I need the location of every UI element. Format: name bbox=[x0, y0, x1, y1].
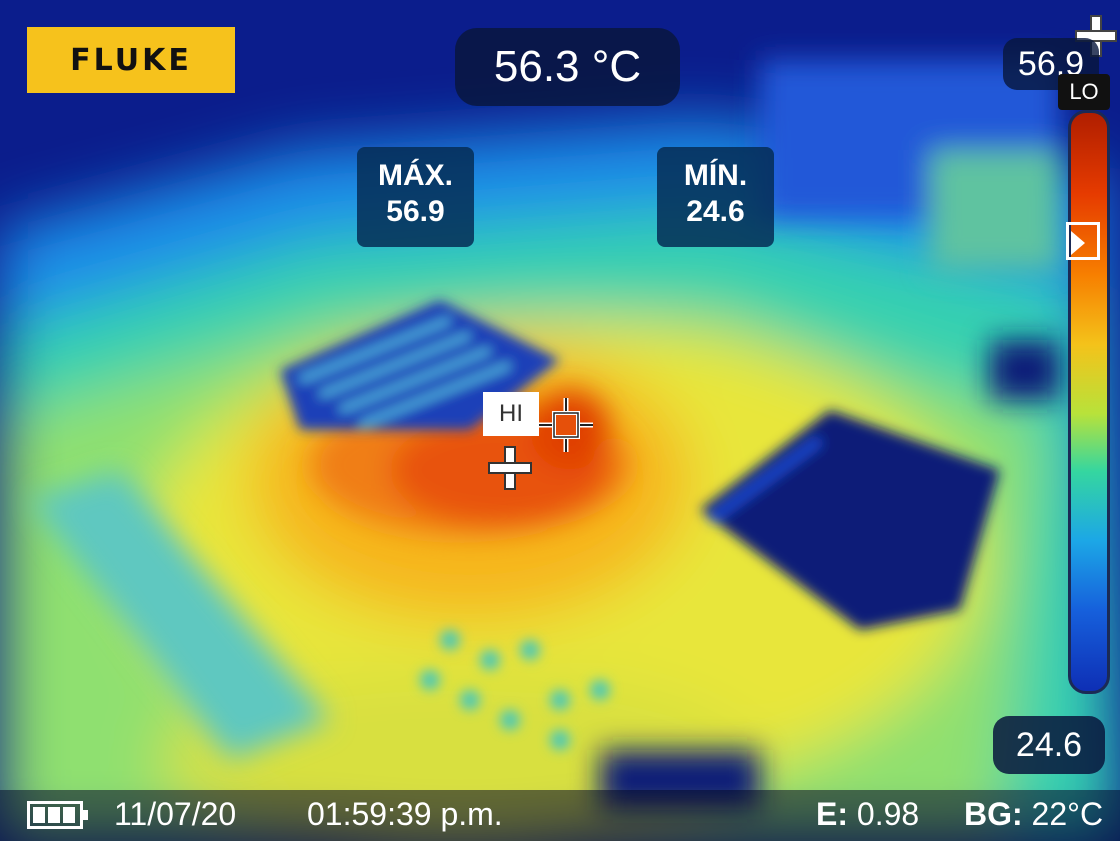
emissivity: E: 0.98 bbox=[816, 796, 919, 833]
max-value: 56.9 bbox=[386, 195, 445, 228]
min-label: MÍN. bbox=[683, 159, 748, 192]
hotspot-target-icon[interactable] bbox=[537, 396, 595, 454]
hotspot-label: HI bbox=[483, 392, 539, 436]
max-temperature-box: MÁX. 56.9 bbox=[357, 147, 474, 247]
scale-marker-icon[interactable] bbox=[1066, 222, 1100, 260]
max-label: MÁX. bbox=[378, 159, 453, 192]
battery-icon bbox=[27, 801, 88, 829]
min-temperature-box: MÍN. 24.6 bbox=[657, 147, 774, 247]
scale-min-value: 24.6 bbox=[993, 716, 1105, 774]
background-label: BG: bbox=[964, 796, 1023, 832]
scale-lo-badge: LO bbox=[1058, 74, 1110, 110]
min-value: 24.6 bbox=[686, 195, 745, 228]
background-temperature: BG: 22°C bbox=[964, 796, 1103, 833]
spot-temperature: 56.3 °C bbox=[455, 28, 680, 106]
center-crosshair-icon[interactable] bbox=[486, 444, 534, 492]
time: 01:59:39 p.m. bbox=[307, 796, 503, 832]
emissivity-label: E: bbox=[816, 796, 848, 832]
brand-logo: FLUKE bbox=[27, 27, 235, 93]
background-value: 22°C bbox=[1031, 796, 1104, 832]
temperature-scale-bar[interactable] bbox=[1068, 110, 1110, 694]
date: 11/07/20 bbox=[114, 796, 237, 832]
emissivity-value: 0.98 bbox=[856, 796, 920, 832]
status-bar: 11/07/20 01:59:39 p.m. E: 0.98 BG: 22°C bbox=[0, 790, 1120, 841]
